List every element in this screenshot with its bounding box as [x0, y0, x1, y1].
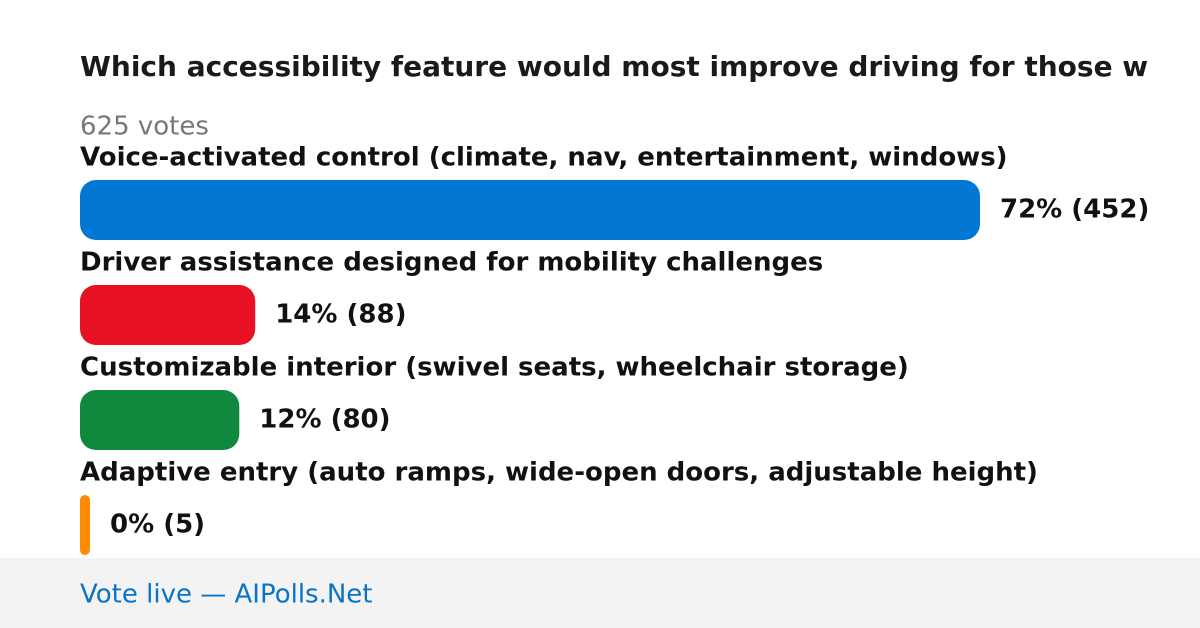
value-label: 72% (452)	[1000, 195, 1149, 225]
option-label: Customizable interior (swivel seats, whe…	[80, 353, 909, 383]
bar	[80, 390, 240, 450]
value-label: 14% (88)	[275, 300, 406, 330]
bar	[80, 285, 256, 345]
vote-count: 625 votes	[80, 112, 209, 142]
option-label: Voice-activated control (climate, nav, e…	[80, 143, 1008, 173]
value-label: 12% (80)	[259, 405, 390, 435]
value-label: 0% (5)	[110, 510, 205, 540]
option-label: Driver assistance designed for mobility …	[80, 248, 823, 278]
option-label: Adaptive entry (auto ramps, wide-open do…	[80, 458, 1038, 488]
poll-title: Which accessibility feature would most i…	[80, 50, 1148, 83]
footer-bar	[0, 558, 1200, 628]
bar	[80, 180, 980, 240]
footer-link[interactable]: Vote live — AIPolls.Net	[80, 580, 373, 610]
bar	[80, 495, 90, 555]
